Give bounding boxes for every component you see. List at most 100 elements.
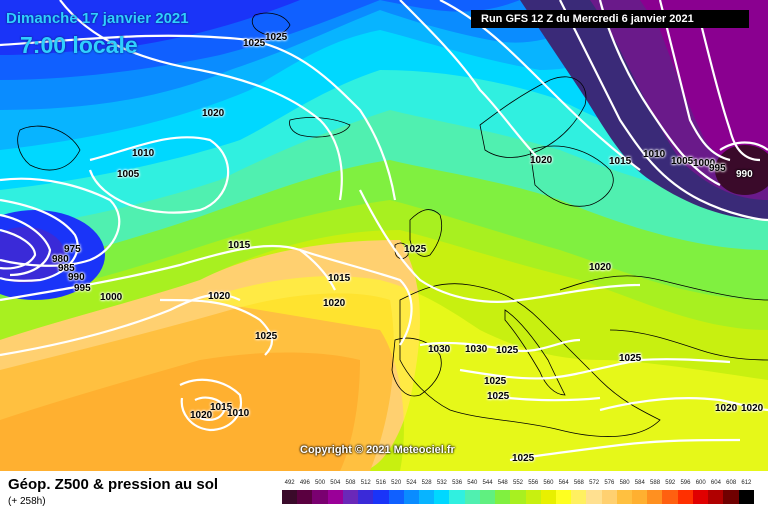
isobar-label: 1020: [589, 262, 612, 273]
scale-value: 520: [391, 480, 402, 486]
scale-swatch: [647, 490, 663, 504]
map-title: Géop. Z500 & pression au sol: [8, 476, 219, 493]
scale-value: 552: [512, 480, 524, 486]
scale-value: 568: [573, 480, 584, 486]
isobar-label: 1010: [227, 408, 250, 419]
color-scale-labels: 492 496 500 504 508 512 516 520 524 528 532 536 540 5…: [282, 480, 754, 490]
isobar-label: 1020: [202, 108, 225, 119]
scale-value: 584: [634, 480, 645, 486]
scale-swatch: [449, 490, 465, 504]
scale-swatch: [418, 490, 435, 504]
scale-swatch: [540, 490, 556, 504]
scale-swatch: [708, 490, 724, 504]
scale-swatch: [373, 490, 389, 504]
scale-swatch: [312, 490, 328, 504]
scale-swatch: [510, 490, 526, 504]
scale-value: 596: [680, 480, 691, 486]
scale-value: 560: [543, 480, 554, 486]
scale-value: 592: [665, 480, 676, 486]
scale-swatch: [555, 490, 572, 504]
scale-swatch: [464, 490, 480, 504]
scale-swatch: [342, 490, 359, 504]
weather-map: Dimanche 17 janvier 2021 7:00 locale Run…: [0, 0, 768, 471]
scale-value: 612: [741, 480, 752, 486]
scale-swatch: [495, 490, 511, 504]
scale-swatch: [525, 490, 541, 504]
isobar-label: 1000: [693, 158, 716, 169]
scale-swatch: [586, 490, 602, 504]
isobar-label: 1025: [487, 391, 510, 402]
isobar-label: 1020: [741, 403, 764, 414]
scale-value: 608: [726, 480, 737, 486]
scale-value: 556: [528, 480, 539, 486]
scale-swatch: [723, 490, 739, 504]
forecast-offset: (+ 258h): [8, 496, 46, 507]
map-footer: Géop. Z500 & pression au sol (+ 258h) 49…: [0, 471, 768, 512]
scale-value: 516: [375, 480, 386, 486]
scale-value: 580: [619, 480, 630, 486]
isobar-label: 1020: [190, 410, 213, 421]
scale-swatch: [692, 490, 709, 504]
isobar-label: 1010: [132, 148, 155, 159]
isobar-label: 1025: [255, 331, 278, 342]
isobar-label: 980: [52, 254, 69, 265]
scale-value: 500: [315, 480, 326, 486]
scale-swatch: [601, 490, 617, 504]
scale-value: 528: [421, 480, 432, 486]
scale-swatch: [632, 490, 648, 504]
isobar-label: 990: [736, 169, 753, 180]
scale-swatch: [434, 490, 450, 504]
isobar-label: 1030: [428, 344, 451, 355]
isobar-label: 1020: [208, 291, 231, 302]
color-scale: [282, 490, 754, 504]
isobar-label: 1025: [619, 353, 642, 364]
isobar-label: 1025: [243, 38, 266, 49]
scale-value: 588: [650, 480, 661, 486]
isobar-label: 1020: [323, 298, 346, 309]
scale-swatch: [403, 490, 419, 504]
isobar-label: 1025: [496, 345, 519, 356]
scale-value: 544: [482, 480, 493, 486]
scale-value: 492: [284, 480, 295, 486]
scale-value: 496: [299, 480, 310, 486]
isobar-label: 1025: [619, 353, 642, 364]
isobar-label: 1005: [671, 156, 694, 167]
scale-swatch: [297, 490, 313, 504]
scale-swatch: [738, 490, 754, 504]
scale-swatch: [282, 490, 298, 504]
isobar-label: 975: [64, 244, 81, 255]
scale-value: 532: [436, 480, 447, 486]
isobar-label: 1015: [609, 156, 632, 167]
scale-swatch: [358, 490, 374, 504]
scale-value: 524: [406, 480, 417, 486]
isobar-label: 1030: [465, 344, 488, 355]
scale-swatch: [388, 490, 404, 504]
model-run-label: Run GFS 12 Z du Mercredi 6 janvier 2021: [471, 10, 749, 28]
isobar-label: 1015: [328, 273, 351, 284]
isobar-label: 995: [709, 163, 726, 174]
isobar-label: 1020: [715, 403, 738, 414]
isobar-label: 1025: [484, 376, 507, 387]
scale-value: 604: [710, 480, 721, 486]
scale-value: 504: [330, 480, 341, 486]
scale-value: 548: [497, 480, 508, 486]
forecast-time: 7:00 locale: [20, 32, 138, 58]
isobar-label: 1010: [643, 149, 666, 160]
isobar-label: 985: [58, 263, 75, 274]
scale-swatch: [479, 490, 496, 504]
forecast-date: Dimanche 17 janvier 2021: [6, 10, 189, 27]
isobar-label: 1025: [404, 244, 427, 255]
scale-swatch: [571, 490, 587, 504]
isobar-label: 1025: [512, 453, 535, 464]
copyright: Copyright © 2021 Meteociel.fr: [300, 444, 455, 456]
scale-value: 576: [604, 480, 615, 486]
scale-value: 572: [589, 480, 600, 486]
scale-value: 508: [345, 480, 356, 486]
isobar-label: 1015: [210, 402, 233, 413]
scale-value: 536: [452, 480, 463, 486]
scale-value: 600: [695, 480, 706, 486]
map-canvas: [0, 0, 768, 471]
isobar-label: 1020: [530, 155, 553, 166]
scale-swatch: [677, 490, 693, 504]
scale-swatch: [327, 490, 343, 504]
